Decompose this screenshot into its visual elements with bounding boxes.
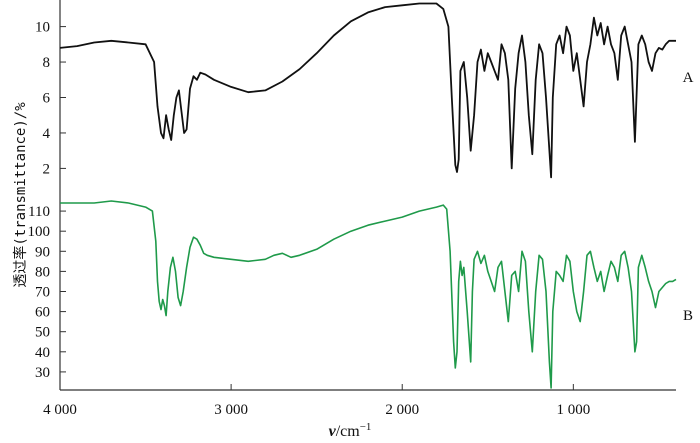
y-tick-label-b: 100 — [28, 224, 51, 240]
y-tick-label-b: 30 — [35, 365, 50, 381]
y-tick-label-b: 60 — [35, 305, 50, 321]
x-tick-label: 3 000 — [214, 402, 248, 418]
series-line-a — [59, 2, 676, 179]
series-label-b: B — [683, 308, 693, 324]
series-label-a: A — [683, 70, 694, 86]
y-tick-label-b: 80 — [35, 264, 50, 280]
x-axis-label-symbol: ν — [329, 423, 337, 440]
y-tick-label-a: 8 — [43, 55, 51, 71]
series-line-b — [60, 200, 677, 389]
series-labels: AB — [683, 70, 694, 324]
y-tick-label-b: 50 — [35, 325, 50, 341]
x-axis-label-exponent: −1 — [360, 421, 372, 433]
series-layer — [59, 2, 677, 389]
y-tick-label-b: 110 — [28, 204, 50, 220]
y-axis-a-ticks: 2 4 6 8 10 — [35, 20, 66, 177]
y-axis-b-ticks: 30 40 50 60 70 80 90 100 110 — [28, 204, 66, 381]
x-axis-label: ν/cm−1 — [329, 421, 372, 440]
y-axis-label: 透过率(transmittance)/% — [12, 102, 29, 288]
y-tick-label-b: 90 — [35, 244, 50, 260]
y-tick-label-b: 70 — [35, 284, 50, 300]
y-tick-label-b: 40 — [35, 345, 50, 361]
x-tick-label: 1 000 — [556, 402, 590, 418]
x-axis-label-unit: /cm — [336, 423, 361, 440]
x-tick-label: 4 000 — [43, 402, 77, 418]
x-axis-ticks: 4 000 3 000 2 000 1 000 — [43, 384, 590, 418]
y-tick-label-a: 6 — [43, 91, 51, 107]
y-tick-label-a: 4 — [43, 126, 51, 142]
x-tick-label: 2 000 — [385, 402, 419, 418]
y-tick-label-a: 2 — [43, 161, 51, 177]
y-tick-label-a: 10 — [35, 20, 50, 36]
